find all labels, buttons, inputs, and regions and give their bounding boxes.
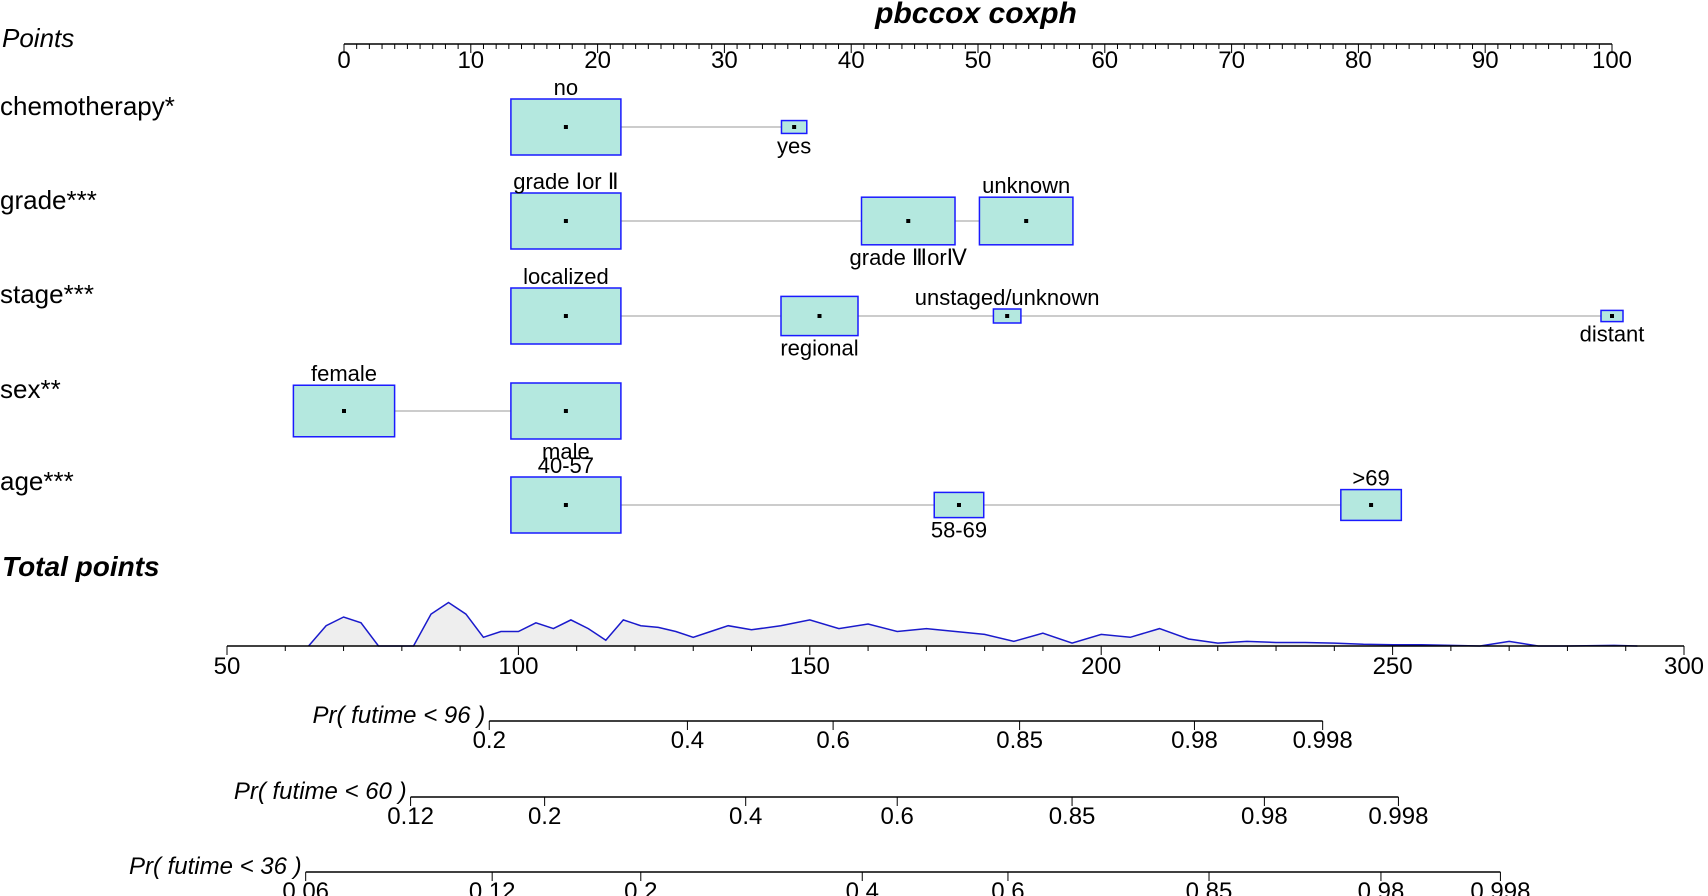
level-point xyxy=(342,409,346,413)
level-point xyxy=(563,503,568,507)
points-tick-label: 0 xyxy=(337,47,350,74)
probability-tick-label: 0.98 xyxy=(1241,803,1288,830)
variable-row: sex** female male xyxy=(0,361,622,464)
level-label: distant xyxy=(1580,322,1645,347)
level-point xyxy=(563,219,568,223)
level-label: yes xyxy=(777,133,811,158)
chart-title: pbccox coxph xyxy=(874,0,1077,30)
points-tick-label: 20 xyxy=(584,47,611,74)
level-label: unstaged/unknown xyxy=(915,285,1100,310)
level-label: grade ⅢorⅣ xyxy=(850,245,968,270)
level-point xyxy=(1369,503,1374,507)
points-tick-label: 80 xyxy=(1345,47,1372,74)
variable-label: age*** xyxy=(0,466,74,496)
probability-tick-label: 0.98 xyxy=(1171,727,1218,754)
points-tick-label: 50 xyxy=(965,47,992,74)
probability-tick-label: 0.85 xyxy=(1049,803,1096,830)
probability-tick-label: 0.12 xyxy=(469,878,516,896)
probability-tick-label: 0.998 xyxy=(1470,878,1530,896)
points-axis-label: Points xyxy=(2,23,74,53)
probability-tick-label: 0.6 xyxy=(816,727,849,754)
variable-row: grade*** grade Ⅰor Ⅱ grade ⅢorⅣ unknown xyxy=(0,169,1074,270)
probability-axis: Pr( futime < 60 )0.12 0.2 0.4 0.6 0.85 0.98 0.… xyxy=(234,778,1429,830)
level-label: 40-57 xyxy=(538,453,594,478)
level-label: grade Ⅰor Ⅱ xyxy=(513,169,618,194)
probability-axis-label: Pr( futime < 36 ) xyxy=(129,853,302,880)
variable-label: stage*** xyxy=(0,279,94,309)
probability-tick-label: 0.6 xyxy=(881,803,914,830)
level-label: localized xyxy=(523,264,609,289)
level-label: no xyxy=(554,75,578,100)
points-tick-label: 60 xyxy=(1091,47,1118,74)
level-point xyxy=(956,503,961,507)
probability-tick-label: 0.4 xyxy=(846,878,879,896)
probability-tick-label: 0.998 xyxy=(1368,803,1428,830)
probability-tick-label: 0.4 xyxy=(729,803,762,830)
level-box xyxy=(780,295,859,337)
level-label: 58-69 xyxy=(931,518,987,543)
level-label: female xyxy=(311,361,377,386)
probability-axes: Pr( futime < 96 )0.2 0.4 0.6 0.85 0.98 0.998P… xyxy=(129,702,1531,896)
total-tick-label: 300 xyxy=(1664,653,1704,680)
variable-label: grade*** xyxy=(0,185,97,215)
variable-label: chemotherapy* xyxy=(0,91,175,121)
points-tick-label: 70 xyxy=(1218,47,1245,74)
level-point xyxy=(817,314,822,318)
probability-tick-label: 0.06 xyxy=(282,878,329,896)
variable-row: chemotherapy* no yes xyxy=(0,75,811,158)
probability-tick-label: 0.2 xyxy=(473,727,506,754)
probability-tick-label: 0.98 xyxy=(1358,878,1405,896)
level-label: male xyxy=(542,439,590,464)
level-point xyxy=(1024,219,1029,223)
total-points-label: Total points xyxy=(2,551,160,582)
points-tick-label: 30 xyxy=(711,47,738,74)
probability-axis-label: Pr( futime < 96 ) xyxy=(313,702,486,729)
variable-label: sex** xyxy=(0,374,61,404)
points-tick-label: 90 xyxy=(1472,47,1499,74)
points-axis: 0 10 20 30 40 50 60 70 80 90 100 xyxy=(337,43,1632,74)
total-tick-label: 50 xyxy=(214,653,241,680)
probability-tick-label: 0.2 xyxy=(624,878,657,896)
level-point xyxy=(792,125,797,129)
level-point xyxy=(1610,314,1614,318)
total-points-axis: 50 100 150 200 250 300 xyxy=(214,645,1704,680)
probability-axis: Pr( futime < 36 )0.06 0.12 0.2 0.4 0.6 0.85 0.… xyxy=(129,853,1531,896)
level-label: unknown xyxy=(982,173,1070,198)
points-tick-label: 100 xyxy=(1592,47,1632,74)
level-label: regional xyxy=(780,336,858,361)
level-point xyxy=(563,125,568,129)
total-tick-label: 200 xyxy=(1081,653,1121,680)
probability-tick-label: 0.4 xyxy=(671,727,704,754)
probability-tick-label: 0.998 xyxy=(1293,727,1353,754)
total-tick-label: 150 xyxy=(790,653,830,680)
probability-tick-label: 0.85 xyxy=(1186,878,1233,896)
level-point xyxy=(906,219,911,223)
points-tick-label: 10 xyxy=(457,47,484,74)
probability-tick-label: 0.6 xyxy=(991,878,1024,896)
density-line xyxy=(308,601,1638,647)
level-label: >69 xyxy=(1352,466,1389,491)
total-tick-label: 100 xyxy=(498,653,538,680)
probability-axis: Pr( futime < 96 )0.2 0.4 0.6 0.85 0.98 0.998 xyxy=(313,702,1353,754)
level-point xyxy=(1005,314,1010,318)
density-area xyxy=(308,602,1638,646)
level-point xyxy=(563,314,568,318)
probability-axis-label: Pr( futime < 60 ) xyxy=(234,778,407,805)
level-box xyxy=(510,382,622,440)
probability-tick-label: 0.12 xyxy=(387,803,434,830)
variable-row: stage*** localized regional unstaged/unknow… xyxy=(0,264,1644,361)
total-tick-label: 250 xyxy=(1373,653,1413,680)
probability-tick-label: 0.2 xyxy=(528,803,561,830)
total-points-density xyxy=(308,601,1638,647)
level-point xyxy=(563,409,568,413)
points-tick-label: 40 xyxy=(838,47,865,74)
probability-tick-label: 0.85 xyxy=(996,727,1043,754)
variable-row: age*** 40-57 >69 58-69 xyxy=(0,453,1403,543)
